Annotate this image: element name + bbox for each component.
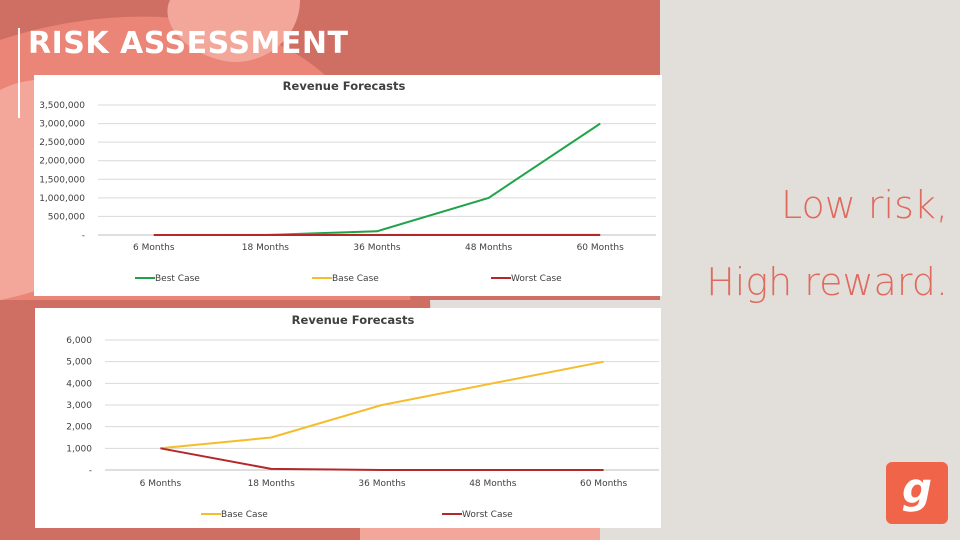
y-tick-label: 3,500,000 [39, 101, 85, 111]
title-accent-rule [18, 28, 20, 118]
revenue-forecast-chart-1: Revenue Forecasts - 500,000 1,000,000 1,500,… [39, 79, 656, 284]
series-line-base-case [160, 360, 604, 450]
chart-panel-1: Revenue Forecasts - 500,000 1,000,000 1,500,… [34, 75, 662, 296]
y-tick-label: 3,000,000 [39, 120, 85, 130]
y-tick-label: 2,000 [66, 423, 92, 433]
tagline-low-risk: Low risk, [781, 183, 948, 227]
y-tick-label: - [89, 466, 92, 476]
chart-title: Revenue Forecasts [292, 313, 415, 327]
y-tick-label: 1,500,000 [39, 175, 85, 185]
y-tick-label: 2,500,000 [39, 138, 85, 148]
y-tick-label: 5,000 [66, 358, 92, 368]
y-tick-label: 1,000,000 [39, 194, 85, 204]
x-tick-label: 18 Months [248, 479, 296, 489]
x-tick-label: 36 Months [358, 479, 406, 489]
x-tick-label: 18 Months [242, 243, 290, 253]
chart-panel-2: Revenue Forecasts - 1,000 2,000 3,000 4,000 5,… [35, 308, 661, 528]
series-line-worst-case [160, 447, 604, 471]
legend-label: Worst Case [462, 510, 513, 520]
slide-title: RISK ASSESSMENT [28, 26, 349, 61]
tagline-high-reward: High reward. [706, 260, 948, 304]
y-tick-label: 1,000 [66, 444, 92, 454]
x-tick-label: 48 Months [469, 479, 517, 489]
y-tick-label: 3,000 [66, 401, 92, 411]
brand-logo-icon: g [886, 462, 948, 524]
legend-label: Worst Case [511, 274, 562, 284]
legend-label: Base Case [332, 274, 379, 284]
revenue-forecast-chart-2: Revenue Forecasts - 1,000 2,000 3,000 4,000 5,… [66, 313, 659, 520]
y-tick-label: 2,000,000 [39, 157, 85, 167]
legend-label: Best Case [155, 274, 200, 284]
y-tick-label: 500,000 [48, 212, 85, 222]
x-tick-label: 6 Months [140, 479, 182, 489]
legend-label: Base Case [221, 510, 268, 520]
x-tick-label: 48 Months [465, 243, 513, 253]
y-tick-label: 6,000 [66, 336, 92, 346]
background-shape-top [167, 0, 300, 62]
x-tick-label: 60 Months [580, 479, 628, 489]
x-tick-label: 60 Months [577, 243, 625, 253]
x-tick-label: 6 Months [133, 243, 175, 253]
chart-title: Revenue Forecasts [283, 79, 406, 93]
x-tick-label: 36 Months [353, 243, 401, 253]
y-tick-label: - [82, 231, 85, 241]
y-tick-label: 4,000 [66, 379, 92, 389]
